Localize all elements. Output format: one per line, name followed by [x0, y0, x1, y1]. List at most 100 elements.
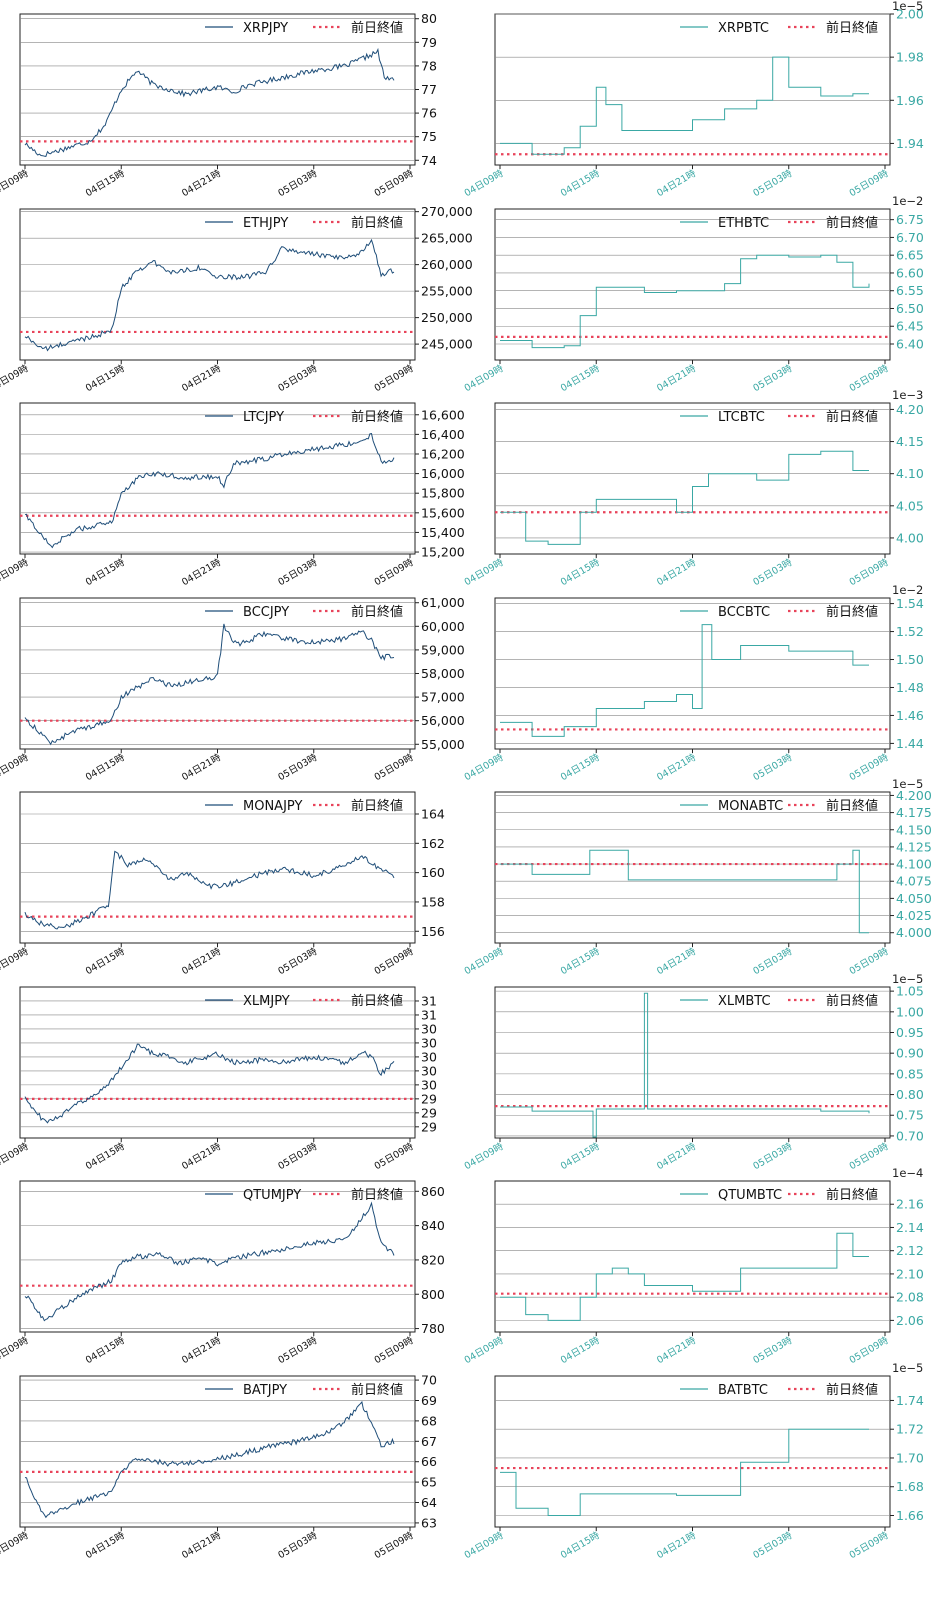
y-tick-label: 6.40 — [896, 337, 924, 352]
exponent-label: 1e−2 — [892, 583, 923, 597]
legend-label: MONAJPY — [243, 799, 302, 814]
y-tick-label: 1.70 — [896, 1450, 924, 1465]
y-tick-label: 4.125 — [896, 839, 932, 854]
x-tick-label: 05日03時 — [751, 168, 794, 199]
legend-label: QTUMBTC — [718, 1188, 782, 1203]
y-tick-label: 4.175 — [896, 805, 932, 820]
x-tick-label: 04日09時 — [0, 1141, 31, 1172]
y-tick-label: 156 — [421, 924, 445, 939]
y-tick-label: 270,000 — [421, 204, 473, 219]
x-tick-label: 04日15時 — [84, 1141, 127, 1172]
y-tick-label: 6.50 — [896, 301, 924, 316]
x-tick-label: 05日03時 — [751, 1141, 794, 1172]
y-tick-label: 1.54 — [896, 596, 924, 611]
x-tick-label: 04日09時 — [463, 1530, 506, 1561]
y-tick-label: 0.75 — [896, 1108, 924, 1123]
y-tick-label: 0.95 — [896, 1025, 924, 1040]
y-tick-label: 4.000 — [896, 925, 932, 940]
x-tick-label: 05日09時 — [373, 1335, 416, 1366]
x-tick-label: 05日03時 — [276, 363, 319, 394]
x-tick-label: 04日15時 — [84, 1335, 127, 1366]
y-tick-label: 30 — [421, 1049, 437, 1064]
legend-ref-label: 前日終値 — [826, 215, 878, 231]
x-tick-label: 05日03時 — [276, 1141, 319, 1172]
x-tick-label: 05日03時 — [276, 168, 319, 199]
y-tick-label: 160 — [421, 865, 445, 880]
exponent-label: 1e−4 — [892, 1166, 923, 1180]
x-tick-label: 04日21時 — [655, 1530, 698, 1561]
x-tick-label: 04日21時 — [655, 557, 698, 588]
y-tick-label: 1.72 — [896, 1422, 924, 1437]
x-tick-label: 04日21時 — [655, 1141, 698, 1172]
legend-label: LTCBTC — [718, 410, 765, 425]
x-tick-label: 05日03時 — [751, 1335, 794, 1366]
y-tick-label: 2.12 — [896, 1243, 924, 1258]
x-tick-label: 05日03時 — [276, 1530, 319, 1561]
x-tick-label: 04日09時 — [463, 1141, 506, 1172]
legend-label: ETHBTC — [718, 216, 769, 231]
x-tick-label: 04日21時 — [180, 168, 223, 199]
y-tick-label: 74 — [421, 153, 437, 168]
x-tick-label: 04日21時 — [655, 946, 698, 977]
x-tick-label: 04日15時 — [559, 1141, 602, 1172]
x-tick-label: 05日03時 — [751, 557, 794, 588]
y-tick-label: 58,000 — [421, 666, 465, 681]
series-line — [500, 450, 869, 545]
y-tick-label: 1.74 — [896, 1393, 924, 1408]
series-line — [500, 849, 869, 934]
y-tick-label: 80 — [421, 11, 437, 26]
x-tick-label: 04日21時 — [655, 1335, 698, 1366]
y-tick-label: 69 — [421, 1393, 437, 1408]
legend-label: XRPJPY — [243, 21, 288, 36]
x-tick-label: 04日09時 — [0, 1530, 31, 1561]
x-tick-label: 04日09時 — [0, 752, 31, 783]
y-tick-label: 0.70 — [896, 1128, 924, 1143]
legend-ref-label: 前日終値 — [351, 1187, 403, 1203]
y-tick-label: 1.96 — [896, 93, 924, 108]
legend-label: XLMJPY — [243, 994, 290, 1009]
series-line — [500, 254, 870, 349]
y-tick-label: 63 — [421, 1515, 437, 1530]
y-tick-label: 55,000 — [421, 737, 465, 752]
x-tick-label: 05日09時 — [373, 168, 416, 199]
legend-label: BCCBTC — [718, 605, 770, 620]
x-tick-label: 04日09時 — [0, 946, 31, 977]
plot-frame — [494, 402, 891, 555]
legend-ref-label: 前日終値 — [351, 993, 403, 1009]
y-tick-label: 1.44 — [896, 736, 924, 751]
x-tick-label: 04日15時 — [559, 1530, 602, 1561]
x-tick-label: 04日09時 — [0, 1335, 31, 1366]
x-tick-label: 04日15時 — [84, 752, 127, 783]
plot-frame — [19, 1375, 416, 1528]
series-line — [500, 624, 869, 737]
y-tick-label: 2.00 — [896, 7, 924, 22]
y-tick-label: 65 — [421, 1475, 437, 1490]
x-tick-label: 05日09時 — [848, 363, 891, 394]
series-line — [24, 850, 395, 930]
x-tick-label: 05日09時 — [848, 557, 891, 588]
y-tick-label: 1.66 — [896, 1508, 924, 1523]
x-tick-label: 04日15時 — [84, 946, 127, 977]
exponent-label: 1e−5 — [892, 972, 923, 986]
x-tick-label: 05日03時 — [751, 752, 794, 783]
y-tick-label: 255,000 — [421, 284, 473, 299]
y-tick-label: 30 — [421, 1063, 437, 1078]
x-tick-label: 04日15時 — [559, 946, 602, 977]
y-tick-label: 800 — [421, 1287, 445, 1302]
legend-label: BCCJPY — [243, 605, 289, 620]
exponent-label: 1e−5 — [892, 777, 923, 791]
series-line — [500, 1232, 869, 1321]
y-tick-label: 6.70 — [896, 230, 924, 245]
x-tick-label: 05日09時 — [373, 363, 416, 394]
y-tick-label: 860 — [421, 1184, 445, 1199]
y-tick-label: 70 — [421, 1373, 437, 1388]
